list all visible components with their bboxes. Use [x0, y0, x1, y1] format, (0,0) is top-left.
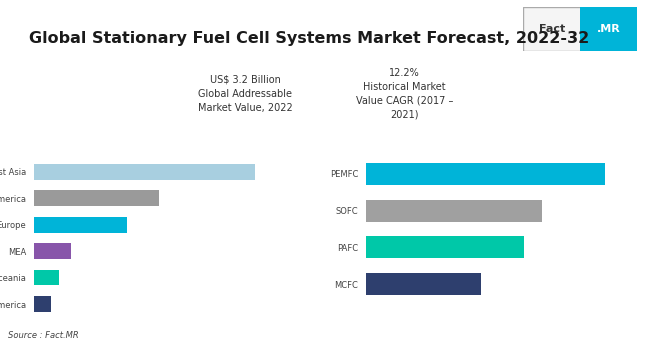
Bar: [34, 296, 51, 312]
Bar: [366, 200, 541, 222]
Bar: [580, 7, 637, 51]
Bar: [34, 270, 59, 285]
Text: Fact: Fact: [539, 24, 565, 34]
Text: Source : Fact.MR: Source : Fact.MR: [8, 331, 79, 340]
Text: Market Split by Regions, 2021: Market Split by Regions, 2021: [91, 138, 227, 147]
Text: 12.2%
Historical Market
Value CAGR (2017 –
2021): 12.2% Historical Market Value CAGR (2017…: [356, 68, 454, 120]
Text: .MR: .MR: [597, 24, 621, 34]
Bar: [366, 273, 482, 295]
Bar: [366, 163, 604, 185]
Bar: [366, 236, 524, 258]
Bar: [34, 164, 255, 179]
Bar: [34, 243, 72, 259]
Text: 20.3%
Global Market Value
CAGR
(2022 – 2032): 20.3% Global Market Value CAGR (2022 – 2…: [36, 68, 135, 120]
Text: 34.2%
PEMFC
Market Value Share,
2021: 34.2% PEMFC Market Value Share, 2021: [515, 68, 614, 120]
Text: Market Split by Technology, 2021: Market Split by Technology, 2021: [416, 138, 566, 147]
Text: US$ 3.2 Billion
Global Addressable
Market Value, 2022: US$ 3.2 Billion Global Addressable Marke…: [198, 75, 292, 113]
Bar: [34, 217, 127, 232]
Text: Global Stationary Fuel Cell Systems Market Forecast, 2022-32: Global Stationary Fuel Cell Systems Mark…: [29, 31, 590, 46]
Bar: [34, 190, 159, 206]
